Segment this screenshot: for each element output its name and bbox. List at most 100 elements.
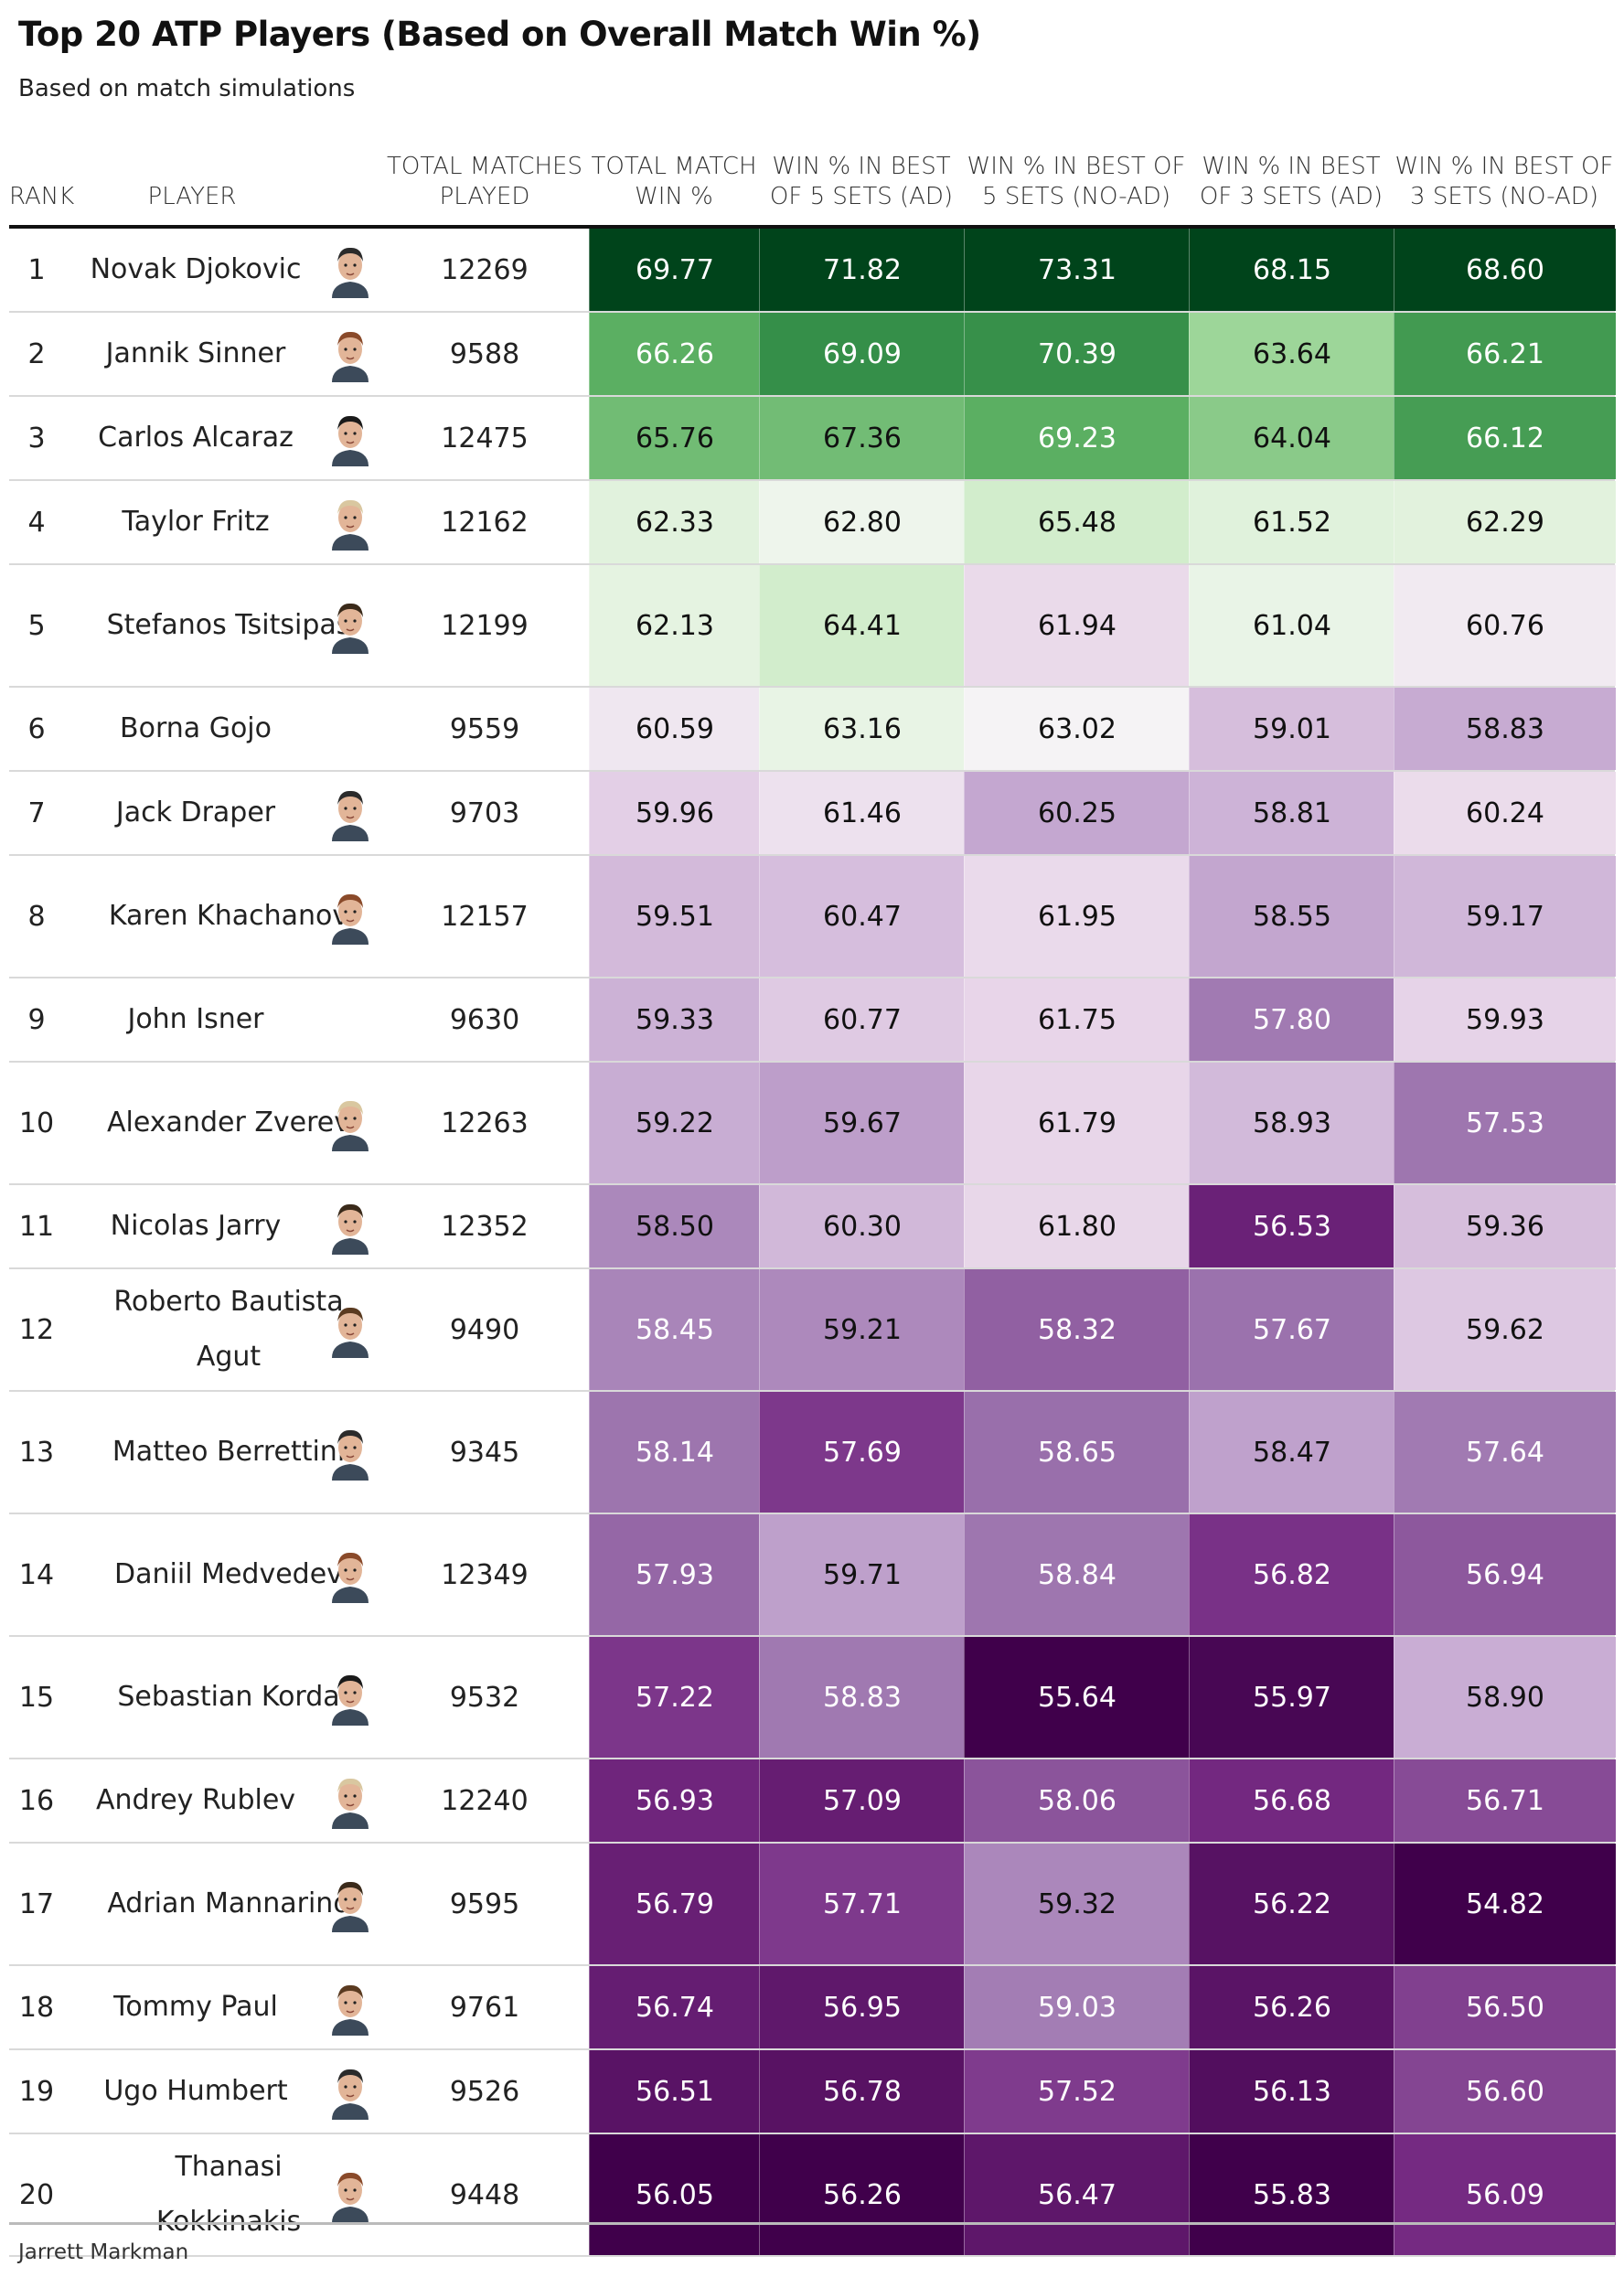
heat-cell-bo5-ad: 62.80 [759,481,965,563]
heat-cell-total-win: 59.51 [589,856,760,977]
player-headshot-icon [326,494,374,551]
heat-cell-bo3-noad: 59.62 [1394,1269,1616,1390]
heat-cell-bo5-ad: 56.26 [759,2134,965,2255]
player-name: Tommy Paul [113,1991,278,2023]
player-name: Alexander Zverev [107,1107,350,1139]
table-row: 12 Roberto Bautista Agut 9490 58.45 59.21 58.… [9,1269,1616,1392]
matches-cell: 9490 [449,1313,520,1346]
rank-cell: 9 [27,1003,46,1036]
heat-cell-bo5-noad: 58.65 [964,1392,1190,1513]
heat-cell-total-win: 69.77 [589,229,760,311]
player-name: Andrey Rublev [95,1784,296,1816]
table-row: 15 Sebastian Korda 9532 57.22 58.83 55.64 55.9… [9,1637,1616,1759]
heat-cell-total-win: 58.50 [589,1185,760,1267]
header-total-win: TOTAL MATCH WIN % [591,153,757,210]
heat-cell-bo5-ad: 57.09 [759,1759,965,1842]
heat-cell-bo3-ad: 58.93 [1189,1063,1394,1183]
table-row: 16 Andrey Rublev 12240 56.93 57.09 58.06 56.68… [9,1759,1616,1844]
table-row: 5 Stefanos Tsitsipas 12199 62.13 64.41 61.94 6… [9,565,1616,688]
header-bo3-noad: WIN % IN BEST OF 3 SETS (NO-AD) [1394,153,1614,210]
player-name: John Isner [127,1003,264,1035]
matches-cell: 9448 [449,2178,520,2211]
heat-cell-bo3-noad: 56.60 [1394,2050,1616,2133]
heat-cell-bo5-noad: 61.94 [964,565,1190,686]
matches-cell: 9595 [449,1887,520,1920]
player-headshot-icon [326,888,374,945]
player-avatar [320,2134,380,2255]
heat-cell-bo5-noad: 56.47 [964,2134,1190,2255]
player-name: Jannik Sinner [105,337,286,369]
matches-cell: 9345 [449,1436,520,1469]
heat-cell-bo5-ad: 56.78 [759,2050,965,2133]
player-name: Karen Khachanov [108,900,349,932]
heat-cell-bo3-ad: 64.04 [1189,397,1394,479]
heat-cell-total-win: 65.76 [589,397,760,479]
table-row: 13 Matteo Berrettini 9345 58.14 57.69 58.65 58… [9,1392,1616,1514]
rank-cell: 3 [27,422,46,454]
player-avatar [320,1514,380,1635]
table-row: 6 Borna Gojo 9559 60.59 63.16 63.02 59.01 58.83 [9,688,1616,772]
heat-cell-bo3-noad: 56.71 [1394,1759,1616,1842]
heat-cell-bo3-noad: 57.64 [1394,1392,1616,1513]
heat-cell-bo5-noad: 61.75 [964,978,1190,1061]
heat-cell-bo3-ad: 56.68 [1189,1759,1394,1842]
heat-cell-bo3-noad: 54.82 [1394,1844,1616,1964]
heat-cell-bo3-ad: 59.01 [1189,688,1394,770]
heat-cell-bo5-noad: 59.03 [964,1966,1190,2048]
heat-cell-total-win: 56.79 [589,1844,760,1964]
heat-cell-bo3-ad: 68.15 [1189,229,1394,311]
heat-cell-bo5-noad: 57.52 [964,2050,1190,2133]
rank-cell: 7 [27,797,46,829]
table-row: 20 Thanasi Kokkinakis 9448 56.05 56.26 56.47 5… [9,2134,1616,2257]
table-header: RANK PLAYER TOTAL MATCHES PLAYED TOTAL M… [9,117,1615,229]
heat-cell-bo3-ad: 61.52 [1189,481,1394,563]
player-headshot-icon [326,1772,374,1829]
heat-cell-bo3-ad: 58.47 [1189,1392,1394,1513]
heat-cell-total-win: 59.33 [589,978,760,1061]
table-row: 18 Tommy Paul 9761 56.74 56.95 59.03 56.26 56.5… [9,1966,1616,2050]
header-bo5-noad: WIN % IN BEST OF 5 SETS (NO-AD) [967,153,1186,210]
player-avatar [320,1392,380,1513]
player-headshot-icon [326,1095,374,1151]
heat-cell-bo3-ad: 58.81 [1189,772,1394,854]
rank-cell: 20 [18,2178,55,2211]
matches-cell: 12162 [441,506,529,539]
heat-cell-bo5-noad: 60.25 [964,772,1190,854]
heat-cell-bo3-ad: 57.80 [1189,978,1394,1061]
heat-cell-bo5-noad: 63.02 [964,688,1190,770]
player-avatar [320,1269,380,1390]
heat-cell-bo5-noad: 58.84 [964,1514,1190,1635]
heat-cell-bo5-noad: 65.48 [964,481,1190,563]
player-name: Taylor Fritz [122,506,270,538]
matches-cell: 9526 [449,2075,520,2108]
player-headshot-icon [326,597,374,654]
player-headshot-icon [326,410,374,466]
player-avatar [320,688,380,770]
table-row: 10 Alexander Zverev 12263 59.22 59.67 61.79 58… [9,1063,1616,1185]
heat-cell-bo5-noad: 69.23 [964,397,1190,479]
heat-cell-bo3-ad: 56.82 [1189,1514,1394,1635]
player-name: Matteo Berrettini [112,1436,346,1468]
matches-cell: 9532 [449,1681,520,1714]
player-headshot-icon [326,1546,374,1603]
heat-cell-bo3-noad: 66.21 [1394,313,1616,395]
matches-cell: 9761 [449,1991,520,2024]
heat-cell-bo3-ad: 63.64 [1189,313,1394,395]
heat-cell-bo5-noad: 55.64 [964,1637,1190,1758]
player-name: Nicolas Jarry [110,1210,282,1242]
player-name: Borna Gojo [120,712,272,744]
matches-cell: 12475 [441,422,529,454]
heat-cell-bo5-ad: 63.16 [759,688,965,770]
heat-cell-bo3-ad: 57.67 [1189,1269,1394,1390]
heat-cell-bo3-ad: 55.97 [1189,1637,1394,1758]
chart-title: Top 20 ATP Players (Based on Overall Mat… [18,15,981,54]
table-row: 8 Karen Khachanov 12157 59.51 60.47 61.95 58.5… [9,856,1616,978]
heat-cell-total-win: 66.26 [589,313,760,395]
player-headshot-icon [326,1301,374,1358]
heat-cell-total-win: 56.74 [589,1966,760,2048]
heat-cell-bo5-ad: 64.41 [759,565,965,686]
player-headshot-icon [326,2063,374,2120]
heat-cell-bo3-noad: 60.24 [1394,772,1616,854]
table-row: 7 Jack Draper 9703 59.96 61.46 60.25 58.81 60.2… [9,772,1616,856]
player-name: Adrian Mannarino [107,1887,350,1919]
